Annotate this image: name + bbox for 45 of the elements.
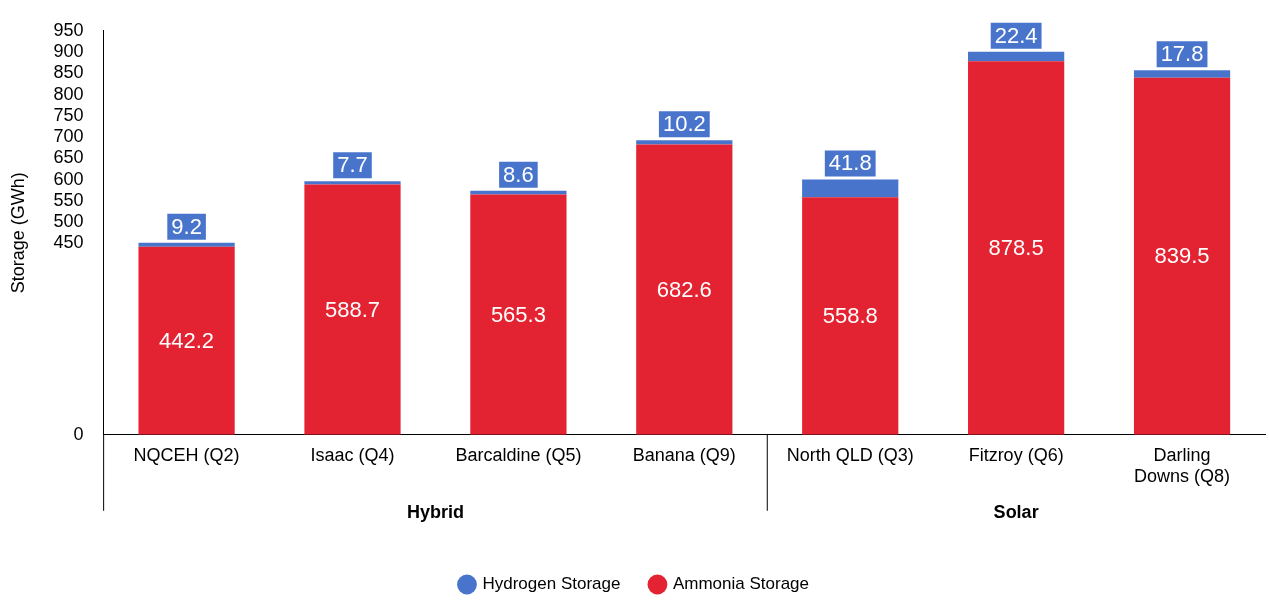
data-label: 41.8	[828, 150, 872, 176]
x-tick-label: Isaac (Q4)	[310, 444, 395, 465]
y-tick-label: 0	[73, 423, 84, 444]
data-label: 839.5	[1154, 243, 1210, 269]
bar	[138, 246, 235, 435]
data-label: 10.2	[662, 111, 706, 137]
y-tick-label: 800	[53, 83, 84, 104]
y-tick-label: 700	[53, 126, 84, 147]
data-label: 9.2	[171, 213, 202, 239]
y-tick-label: 750	[53, 104, 84, 125]
data-label: 8.6	[503, 161, 534, 187]
text: Solar	[993, 501, 1039, 522]
x-tick-label: Banana (Q9)	[632, 444, 736, 465]
bar	[1133, 77, 1231, 435]
data-label: 878.5	[988, 235, 1044, 261]
x-tick-label: North QLD (Q3)	[786, 444, 914, 465]
y-tick-label: 500	[53, 211, 84, 232]
bar	[802, 197, 899, 435]
y-tick-label: 900	[53, 41, 84, 62]
bar	[968, 61, 1065, 435]
y-tick-label: 600	[53, 168, 84, 189]
bar	[636, 144, 733, 435]
x-tick-label: Barcaldine (Q5)	[455, 444, 582, 465]
y-tick-label: 850	[53, 62, 84, 83]
x-tick-label: Darling Downs (Q8)	[1134, 444, 1231, 487]
text: Hybrid	[406, 501, 464, 522]
data-label: 442.2	[159, 327, 215, 353]
x-tick-label: NQCEH (Q2)	[133, 444, 240, 465]
y-tick-label: 650	[53, 147, 84, 168]
data-label: 588.7	[324, 296, 381, 322]
legend-label: Ammonia Storage	[672, 574, 810, 594]
data-label: 558.8	[822, 303, 878, 329]
legend-label: Hydrogen Storage	[482, 574, 621, 594]
y-tick-label: 950	[53, 19, 84, 40]
data-label: 22.4	[994, 22, 1038, 48]
data-label: 682.6	[656, 276, 712, 302]
data-label: 565.3	[490, 301, 546, 327]
y-axis-title: Storage (GWh)	[7, 172, 28, 294]
bar	[304, 184, 401, 435]
y-tick-label: 450	[53, 232, 84, 253]
data-label: 17.8	[1160, 41, 1204, 67]
x-tick-label: Fitzroy (Q6)	[968, 444, 1064, 465]
y-tick-label: 550	[53, 189, 84, 210]
bar	[470, 194, 567, 435]
data-label: 7.7	[337, 152, 368, 178]
